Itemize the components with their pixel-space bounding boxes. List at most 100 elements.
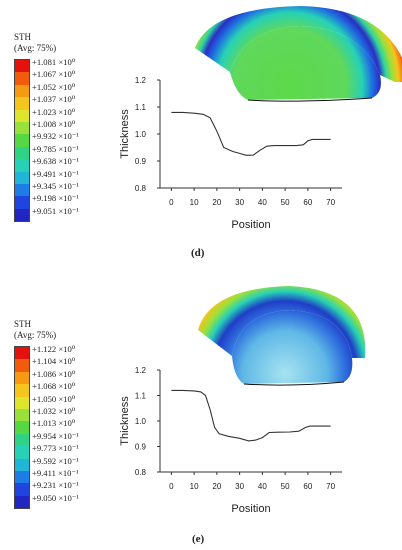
- legend-value-label: +1.081 ×10⁰: [32, 57, 76, 67]
- part-flange: [195, 6, 402, 82]
- x-axis-label: Position: [231, 503, 270, 515]
- panel-e: STH (Avg: 75%) +1.122 ×10⁰ +1.104 ×10⁰ +1.…: [0, 278, 402, 550]
- y-tick-label: 0.8: [135, 468, 147, 477]
- legend-value-label: +9.785 ×10⁻¹: [32, 143, 79, 154]
- legend-title: STH: [14, 32, 32, 42]
- legend-value-label: +1.037 ×10⁰: [32, 94, 76, 105]
- legend-value-label: +9.231 ×10⁻¹: [32, 480, 79, 491]
- part-cup: [232, 310, 353, 384]
- legend-value-label: +9.773 ×10⁻¹: [32, 443, 79, 454]
- legend-value-label: +9.411 ×10⁻¹: [32, 468, 79, 478]
- x-tick-label: 50: [281, 482, 290, 491]
- legend-swatch: [15, 384, 29, 397]
- legend-value-label: +1.052 ×10⁰: [32, 81, 76, 92]
- y-tick-label: 1.1: [135, 103, 147, 112]
- legend-swatch: [15, 171, 29, 184]
- legend-swatch: [15, 421, 29, 434]
- legend-value-label: +1.008 ×10⁰: [32, 119, 76, 129]
- legend-value-label: +1.104 ×10⁰: [32, 356, 76, 367]
- x-tick-label: 60: [303, 198, 312, 207]
- legend-color-scale: [14, 346, 30, 510]
- y-tick-label: 1.2: [135, 366, 147, 375]
- legend-swatch: [15, 347, 29, 360]
- legend-swatch: [15, 159, 29, 172]
- legend-value-label: +1.068 ×10⁰: [32, 381, 76, 392]
- legend-swatch: [15, 72, 29, 85]
- x-tick-label: 50: [281, 198, 290, 207]
- legend-swatch: [15, 371, 29, 385]
- legend-value-label: +9.638 ×10⁻¹: [32, 156, 79, 167]
- legend-swatch: [15, 109, 29, 122]
- legend-value-label: +1.013 ×10⁰: [32, 418, 76, 429]
- legend-swatch: [15, 433, 29, 447]
- x-tick-label: 70: [326, 482, 335, 491]
- panel-caption: (e): [192, 533, 205, 545]
- legend-swatch: [15, 458, 29, 471]
- x-tick-label: 70: [326, 198, 335, 207]
- legend-subtitle: (Avg: 75%): [14, 43, 57, 53]
- x-tick-label: 60: [303, 482, 312, 491]
- legend-swatch: [15, 446, 29, 459]
- legend-value-label: +9.050 ×10⁻¹: [32, 492, 79, 503]
- y-axis-label: Thickness: [119, 396, 131, 446]
- thickness-chart: 0.8 0.9 1.0 1.1 1.2 0 10 20 30 40 50 60 70 Position Th…: [119, 76, 342, 231]
- thickness-series-line: [171, 389, 331, 442]
- legend-swatch: [15, 470, 29, 484]
- y-tick-label: 1.0: [135, 130, 147, 139]
- x-axis-label: Position: [231, 219, 270, 231]
- stamped-part-contour: [198, 286, 366, 386]
- legend-swatch: [15, 60, 29, 73]
- legend-value-label: +9.345 ×10⁻¹: [32, 181, 79, 191]
- panel-caption: (d): [191, 247, 205, 259]
- y-tick-label: 1.0: [135, 417, 147, 426]
- thickness-chart: 0.8 0.9 1.0 1.1 1.2 0 10 20 30 40 50 60 70 Position Th…: [119, 366, 342, 515]
- legend-value-label: +1.086 ×10⁰: [32, 368, 76, 379]
- part-cup: [230, 26, 381, 100]
- legend-title: STH: [14, 319, 32, 329]
- legend-swatch: [15, 84, 29, 98]
- legend-swatch: [15, 483, 29, 496]
- legend-value-label: +1.050 ×10⁰: [32, 393, 76, 404]
- legend-swatch: [15, 495, 29, 509]
- legend-swatch: [15, 396, 29, 409]
- legend-value-label: +1.023 ×10⁰: [32, 106, 76, 117]
- legend-swatch: [15, 196, 29, 209]
- legend-swatch: [15, 146, 29, 160]
- y-tick-label: 0.9: [135, 157, 147, 166]
- legend-swatch: [15, 121, 29, 135]
- y-axis-label: Thickness: [119, 109, 131, 159]
- y-tick-label: 1.2: [135, 76, 147, 85]
- x-tick-label: 0: [169, 482, 174, 491]
- part-flange: [198, 286, 366, 358]
- legend-swatch: [15, 134, 29, 147]
- x-tick-label: 10: [190, 198, 199, 207]
- x-tick-label: 20: [212, 198, 221, 207]
- legend-color-scale: [14, 59, 30, 223]
- y-tick-label: 1.1: [135, 392, 147, 401]
- x-tick-label: 30: [235, 198, 244, 207]
- y-tick-label: 0.8: [135, 184, 147, 193]
- legend-value-label: +1.032 ×10⁰: [32, 406, 76, 416]
- legend-value-label: +1.067 ×10⁰: [32, 69, 76, 80]
- legend-swatch: [15, 359, 29, 372]
- legend-subtitle: (Avg: 75%): [14, 330, 57, 340]
- legend-value-label: +9.051 ×10⁻¹: [32, 205, 79, 216]
- x-tick-label: 10: [190, 482, 199, 491]
- x-tick-label: 40: [258, 198, 267, 207]
- x-tick-label: 0: [169, 198, 174, 207]
- legend-value-label: +9.592 ×10⁻¹: [32, 455, 79, 466]
- legend-swatch: [15, 97, 29, 110]
- legend-value-label: +9.954 ×10⁻¹: [32, 430, 79, 441]
- legend-value-label: +9.491 ×10⁻¹: [32, 168, 79, 179]
- legend-swatch: [15, 208, 29, 222]
- panel-d: STH (Avg: 75%) +1.081 ×10⁰ +1.067 ×10⁰ +1.…: [0, 0, 402, 270]
- legend-value-label: +9.932 ×10⁻¹: [32, 131, 79, 142]
- x-tick-label: 20: [212, 482, 221, 491]
- legend-value-label: +9.198 ×10⁻¹: [32, 193, 79, 204]
- stamped-part-contour: [195, 6, 402, 102]
- thickness-series-line: [171, 111, 331, 156]
- x-tick-label: 30: [235, 482, 244, 491]
- legend-swatch: [15, 183, 29, 197]
- legend-swatch: [15, 408, 29, 422]
- x-tick-label: 40: [258, 482, 267, 491]
